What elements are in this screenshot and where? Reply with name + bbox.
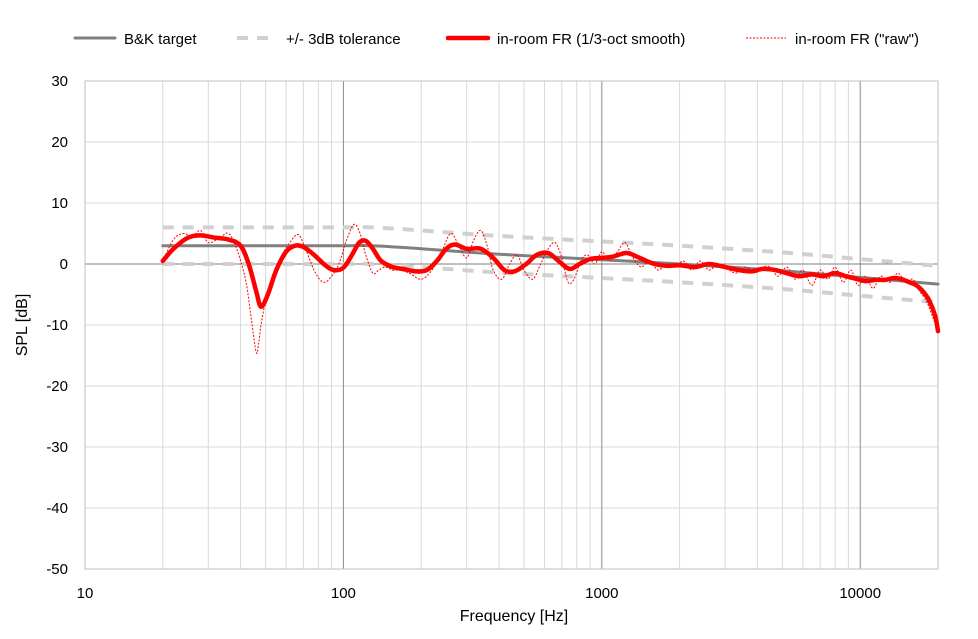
y-tick-label: 30 <box>51 73 68 90</box>
x-tick-label: 10 <box>77 585 94 602</box>
legend-label: in-room FR ("raw") <box>795 31 919 48</box>
legend-label: +/- 3dB tolerance <box>286 31 401 48</box>
x-tick-label: 10000 <box>839 585 881 602</box>
target-series-line <box>161 243 940 286</box>
y-tick-label: -30 <box>46 439 68 456</box>
legend-label: B&K target <box>124 31 197 48</box>
x-axis-title: Frequency [Hz] <box>460 608 568 625</box>
legend-item-raw: in-room FR ("raw") <box>746 31 919 48</box>
y-tick-label: -50 <box>46 561 68 578</box>
plot-series <box>160 223 941 354</box>
tolerance-lower-line <box>162 261 939 305</box>
y-tick-label: 10 <box>51 195 68 212</box>
y-tick-label: -40 <box>46 500 68 517</box>
x-tick-label: 100 <box>331 585 356 602</box>
legend-label: in-room FR (1/3-oct smooth) <box>497 31 685 48</box>
y-tick-label: -10 <box>46 317 68 334</box>
legend: B&K target +/- 3dB tolerance in-room FR (1… <box>73 31 919 48</box>
smooth-fr-series-line <box>160 233 941 334</box>
raw-fr-series-line <box>162 223 939 354</box>
legend-item-tolerance: +/- 3dB tolerance <box>237 31 401 48</box>
y-tick-label: -20 <box>46 378 68 395</box>
y-tick-label: 20 <box>51 134 68 151</box>
y-tick-label: 0 <box>60 256 68 273</box>
y-axis-title: SPL [dB] <box>14 294 31 357</box>
legend-item-target: B&K target <box>73 31 197 48</box>
legend-item-smooth: in-room FR (1/3-oct smooth) <box>445 31 685 48</box>
tolerance-upper-line <box>162 225 939 268</box>
x-tick-label: 1000 <box>585 585 618 602</box>
